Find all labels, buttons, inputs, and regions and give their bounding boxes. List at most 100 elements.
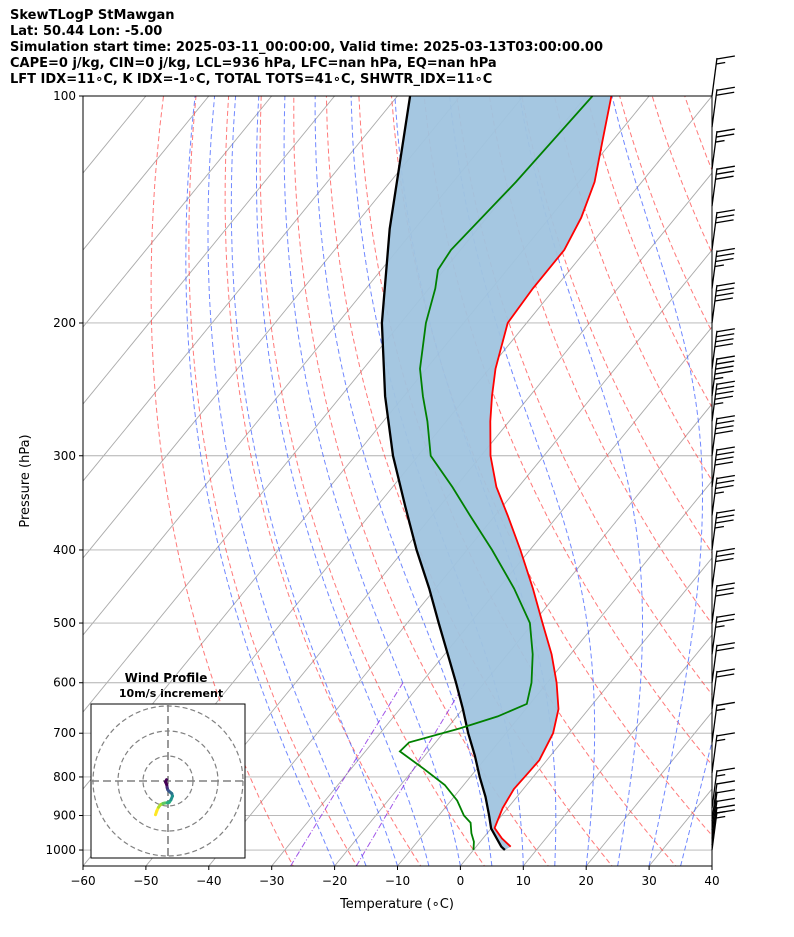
barb-flag: [714, 297, 734, 302]
barb-flag: [716, 282, 735, 287]
barb-staff: [711, 770, 718, 809]
barb-staff: [711, 704, 718, 743]
wind-barb: [711, 701, 735, 743]
barb-flag: [716, 701, 735, 707]
dry-adiabat: [224, 96, 422, 866]
barb-flag: [716, 446, 735, 451]
barb-flag: [715, 519, 734, 524]
isotherm-line: [334, 403, 712, 866]
dry-adiabat: [586, 96, 712, 409]
barb-staff: [711, 130, 718, 170]
barb-flag: [716, 420, 735, 425]
hodograph-segment: [164, 778, 168, 784]
barb-flag: [716, 732, 735, 737]
y-axis-label: Pressure (hPa): [18, 434, 33, 527]
isotherm-line: [460, 557, 712, 866]
wind-barb: [711, 509, 735, 551]
barb-flag: [716, 380, 735, 385]
wind-barb: [711, 247, 735, 289]
x-tick-label: 10: [516, 874, 531, 888]
barb-flag: [716, 618, 735, 623]
wind-barb: [711, 86, 735, 128]
barb-flag: [715, 456, 734, 461]
y-tick-label: 700: [53, 726, 76, 740]
barb-flag: [716, 252, 735, 258]
moist-adiabat: [283, 96, 461, 866]
wind-barb: [711, 415, 735, 456]
barb-staff: [711, 800, 718, 839]
dry-adiabat: [456, 96, 712, 696]
parcel-profile-line: [380, 96, 506, 851]
barb-staff: [711, 670, 718, 710]
barb-half-flag: [714, 402, 724, 405]
dry-adiabat: [150, 96, 294, 866]
barb-flag: [715, 390, 734, 395]
barb-flag: [716, 165, 735, 170]
x-tick-label: −30: [259, 874, 284, 888]
cin-shading: [381, 96, 612, 850]
y-tick-label: 300: [53, 449, 76, 463]
barb-half-flag: [716, 774, 726, 777]
barb-flag: [716, 474, 735, 480]
barb-half-flag: [714, 376, 724, 380]
wind-barb: [711, 165, 735, 207]
barb-flag: [716, 668, 735, 673]
barb-flag: [715, 292, 734, 297]
barb-flag: [716, 91, 735, 96]
x-tick-label: −50: [133, 874, 158, 888]
temperature-line: [489, 96, 613, 848]
barb-flag: [716, 333, 735, 338]
barb-half-flag: [716, 708, 726, 712]
isotherm-line: [83, 96, 335, 405]
isotherm-line: [271, 326, 712, 866]
dry-adiabat: [750, 96, 794, 869]
dry-adiabat: [188, 96, 358, 866]
barb-staff: [711, 89, 718, 128]
hodograph-clip: [91, 704, 245, 858]
barb-flag: [716, 451, 735, 456]
location-line: Lat: 50.44 Lon: -5.00: [10, 24, 163, 39]
moist-adiabat: [185, 96, 336, 866]
wind-barb: [711, 780, 735, 822]
hodograph-subtitle: 10m/s increment: [119, 687, 223, 700]
indices-line: LFT IDX=11∘C, K IDX=-1∘C, TOTAL TOTS=41∘…: [10, 72, 493, 87]
y-tick-label: 500: [53, 616, 76, 630]
wind-barbs: [711, 55, 735, 851]
x-tick-label: −20: [322, 874, 347, 888]
chart-header: SkewTLogP StMawgan Lat: 50.44 Lon: -5.00…: [10, 8, 603, 88]
barb-flag: [716, 214, 735, 219]
barb-flag: [714, 461, 734, 466]
dry-adiabat: [717, 96, 794, 869]
hodograph: Wind Profile 10m/s increment: [90, 671, 246, 859]
moist-adiabat: [230, 96, 398, 866]
dry-adiabat: [293, 96, 549, 866]
barb-staff: [711, 782, 718, 822]
hodograph-title: Wind Profile: [125, 671, 208, 685]
barb-staff: [711, 616, 718, 655]
y-tick-label: 600: [53, 676, 76, 690]
axes: −60 −50 −40 −30 −20 −10 0 10 20 30 40 1000 900 800 700…: [45, 89, 719, 888]
isotherm-line: [83, 96, 273, 328]
wind-barb: [711, 668, 735, 710]
x-tick-label: −10: [385, 874, 410, 888]
isotherm-line: [83, 96, 84, 97]
y-tick-label: 800: [53, 770, 76, 784]
barb-staff: [711, 448, 718, 488]
barb-flag: [716, 582, 735, 587]
barb-flag: [716, 587, 735, 592]
wind-barb: [711, 797, 735, 839]
barb-staff: [711, 383, 718, 422]
barb-half-flag: [716, 61, 726, 65]
barb-half-flag: [716, 815, 726, 819]
barb-staff: [711, 330, 718, 369]
wind-barb: [711, 732, 735, 773]
cape-line: CAPE=0 j/kg, CIN=0 j/kg, LCL=936 hPa, LF…: [10, 56, 497, 71]
barb-flag: [714, 430, 734, 435]
barb-flag: [716, 86, 735, 91]
barb-staff: [711, 417, 718, 456]
barb-flag: [716, 55, 735, 60]
barb-flag: [716, 415, 735, 420]
isotherm-line: [83, 96, 210, 251]
barb-flag: [716, 780, 735, 785]
x-tick-label: 20: [579, 874, 594, 888]
